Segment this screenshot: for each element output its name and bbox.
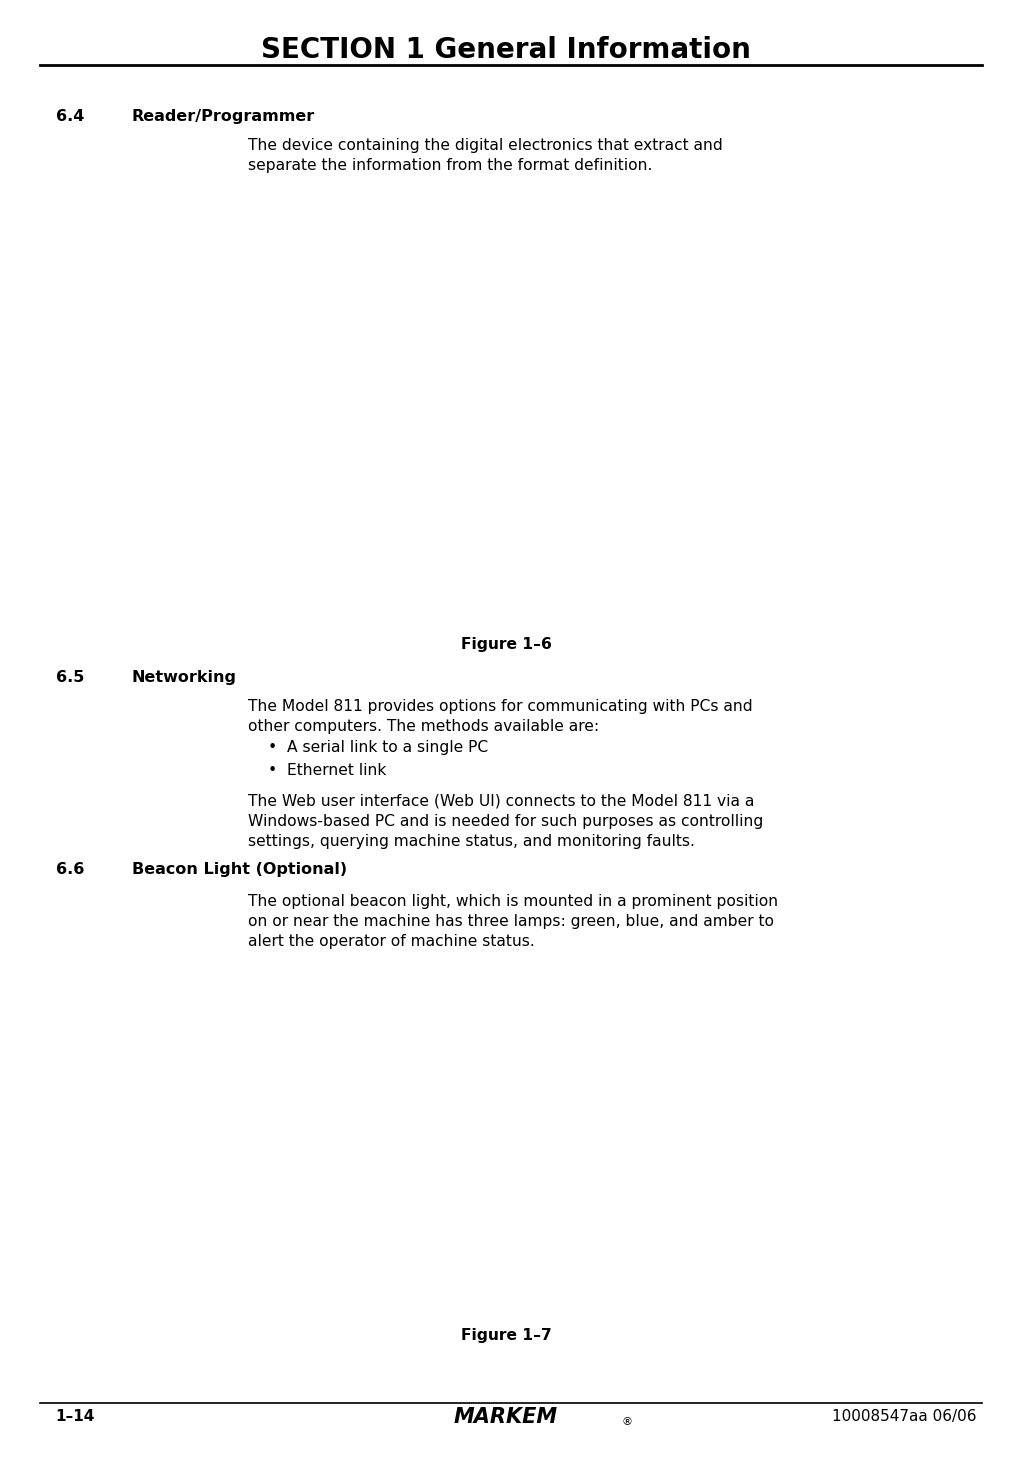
Text: Networking: Networking <box>131 670 237 684</box>
Text: 10008547aa 06/06: 10008547aa 06/06 <box>831 1409 976 1424</box>
Text: SECTION 1 General Information: SECTION 1 General Information <box>261 35 750 64</box>
Text: Figure 1–7: Figure 1–7 <box>460 1328 551 1344</box>
Text: Figure 1–6: Figure 1–6 <box>460 636 551 652</box>
Text: The optional beacon light, which is mounted in a prominent position
on or near t: The optional beacon light, which is moun… <box>248 893 777 950</box>
Text: ®: ® <box>621 1417 632 1427</box>
Text: The Web user interface (Web UI) connects to the Model 811 via a
Windows-based PC: The Web user interface (Web UI) connects… <box>248 794 762 849</box>
Text: MARKEM: MARKEM <box>454 1406 557 1427</box>
Text: 6.5: 6.5 <box>56 670 84 684</box>
Text: The device containing the digital electronics that extract and
separate the info: The device containing the digital electr… <box>248 139 722 174</box>
Text: 6.4: 6.4 <box>56 109 84 124</box>
Text: •  Ethernet link: • Ethernet link <box>268 763 386 778</box>
Text: 1–14: 1–14 <box>56 1409 95 1424</box>
Text: The Model 811 provides options for communicating with PCs and
other computers. T: The Model 811 provides options for commu… <box>248 699 752 734</box>
Text: 6.6: 6.6 <box>56 861 84 877</box>
Text: Reader/Programmer: Reader/Programmer <box>131 109 314 124</box>
Text: Beacon Light (Optional): Beacon Light (Optional) <box>131 861 347 877</box>
Text: •  A serial link to a single PC: • A serial link to a single PC <box>268 740 488 754</box>
